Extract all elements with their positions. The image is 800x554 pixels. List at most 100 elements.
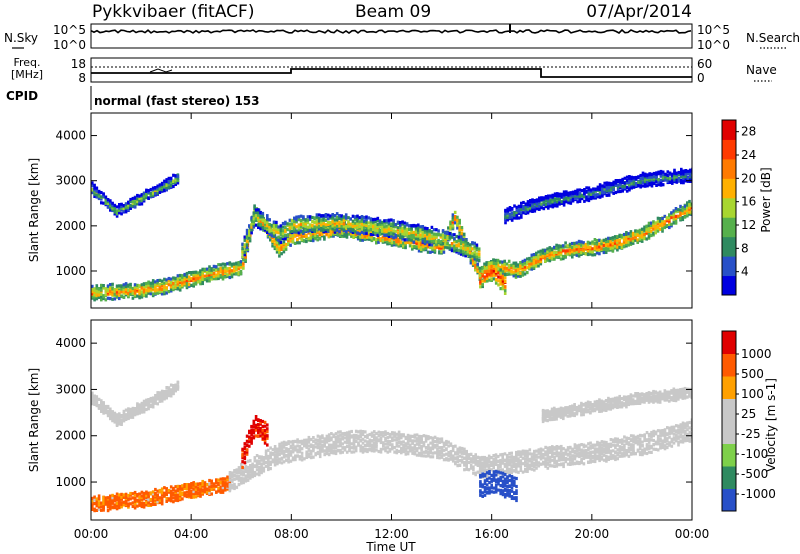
data-cell: [183, 484, 186, 488]
data-cell: [260, 455, 263, 459]
data-cell: [192, 487, 195, 491]
data-cell: [208, 271, 211, 275]
data-cell: [421, 230, 425, 234]
data-cell: [163, 184, 166, 188]
data-cell: [658, 224, 662, 228]
data-cell: [574, 191, 577, 195]
data-cell: [329, 223, 333, 227]
data-cell: [664, 172, 667, 176]
data-cell: [381, 220, 384, 224]
data-cell: [291, 240, 295, 244]
data-cell: [595, 242, 599, 246]
data-cell: [285, 458, 288, 462]
data-cell: [393, 243, 396, 247]
data-cell: [324, 224, 328, 229]
data-cell: [93, 293, 96, 297]
data-cell: [264, 464, 268, 468]
data-cell: [690, 210, 692, 214]
data-cell: [550, 251, 554, 255]
data-cell: [215, 490, 218, 494]
data-cell: [338, 230, 341, 234]
data-cell: [661, 170, 665, 174]
data-cell: [640, 235, 644, 239]
data-cell: [519, 271, 522, 275]
data-cell: [366, 237, 369, 241]
data-cell: [366, 233, 369, 237]
data-cell: [656, 225, 660, 229]
data-cell: [420, 437, 423, 441]
data-cell: [140, 293, 144, 297]
data-cell: [663, 220, 667, 224]
data-cell: [106, 284, 110, 288]
data-cell: [453, 249, 456, 253]
data-cell: [183, 282, 186, 286]
data-cell: [640, 233, 644, 237]
data-cell: [438, 449, 441, 453]
data-cell: [331, 219, 334, 223]
data-cell: [446, 246, 449, 250]
data-cell: [462, 237, 465, 242]
data-cell: [329, 226, 332, 230]
data-cell: [435, 235, 438, 239]
data-cell: [330, 432, 333, 436]
data-cell: [474, 260, 477, 264]
data-cell: [432, 234, 436, 238]
data-cell: [424, 454, 428, 458]
data-cell: [133, 293, 137, 297]
data-cell: [324, 213, 328, 217]
data-cell: [145, 196, 148, 200]
data-cell: [280, 444, 284, 448]
data-cell: [332, 433, 335, 437]
data-cell: [686, 206, 689, 210]
data-cell: [136, 498, 139, 502]
data-cell: [264, 456, 268, 460]
data-cell: [295, 220, 298, 224]
data-cell: [270, 230, 274, 234]
data-cell: [122, 295, 126, 299]
data-cell: [564, 245, 567, 249]
data-cell: [342, 224, 346, 228]
data-cell: [587, 196, 591, 200]
data-cell: [679, 204, 682, 208]
data-cell: [379, 447, 383, 451]
data-cell: [237, 468, 241, 472]
data-cell: [375, 241, 378, 245]
data-cell: [456, 219, 459, 223]
data-cell: [406, 450, 410, 454]
data-cell: [95, 297, 99, 301]
data-cell: [156, 500, 159, 504]
data-cell: [163, 494, 166, 498]
data-cell: [433, 250, 437, 254]
data-cell: [664, 175, 667, 179]
data-cell: [169, 485, 173, 489]
data-cell: [349, 227, 352, 231]
colorbar-tick-label: 12: [741, 218, 756, 232]
data-cell: [290, 225, 294, 230]
data-cell: [679, 208, 682, 212]
data-cell: [133, 493, 137, 497]
data-cell: [203, 489, 207, 494]
nsearch-label: N.Search: [746, 31, 800, 45]
data-cell: [248, 235, 251, 239]
data-cell: [294, 445, 297, 449]
data-cell: [201, 277, 204, 281]
data-cell: [194, 487, 198, 491]
data-cell: [327, 453, 331, 457]
data-cell: [621, 189, 624, 193]
data-cell: [473, 253, 476, 257]
data-cell: [212, 268, 216, 272]
data-cell: [580, 243, 583, 247]
data-cell: [268, 222, 271, 227]
data-cell: [419, 225, 422, 229]
data-cell: [169, 496, 173, 500]
data-cell: [172, 173, 175, 177]
data-cell: [307, 435, 311, 440]
data-cell: [652, 171, 656, 176]
data-cell: [607, 246, 610, 250]
data-cell: [559, 253, 563, 257]
data-cell: [160, 502, 164, 506]
data-cell: [582, 249, 585, 253]
data-cell: [501, 279, 505, 283]
data-cell: [505, 272, 509, 276]
data-cell: [172, 286, 175, 290]
